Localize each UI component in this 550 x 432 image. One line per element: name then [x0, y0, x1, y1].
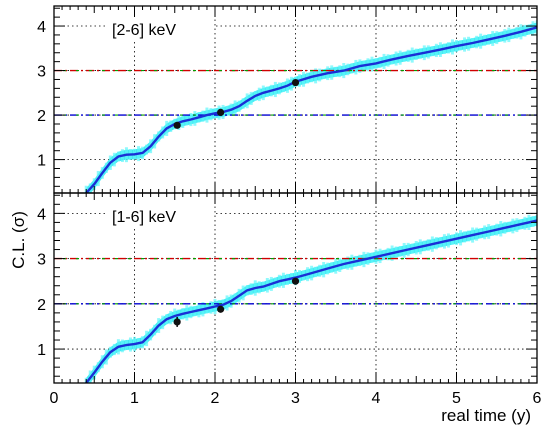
y-tick-label: 4 [37, 206, 46, 223]
data-point [217, 305, 225, 313]
x-tick-label: 4 [372, 390, 381, 407]
data-point [291, 78, 300, 87]
data-point [217, 108, 225, 117]
y-ticks [54, 7, 537, 187]
cl-curve [85, 26, 537, 193]
uncertainty-band [84, 20, 537, 193]
x-axis-label: real time (y) [441, 406, 531, 425]
panel-label: [1-6] keV [112, 209, 176, 226]
x-tick-label: 5 [452, 390, 461, 407]
y-tick-label: 2 [37, 297, 46, 314]
y-tick-label: 1 [37, 153, 46, 170]
x-tick-label: 6 [533, 390, 542, 407]
band-area [86, 215, 537, 383]
x-ticks [53, 6, 538, 193]
y-ticks [54, 194, 537, 377]
uncertainty-band [84, 214, 537, 383]
data-point [173, 318, 181, 326]
panel-1: 1 2 3 4 [2-6] keV [37, 5, 538, 194]
x-tick-label: 1 [130, 390, 139, 407]
x-tick-label: 2 [211, 390, 220, 407]
x-tick-label: 0 [50, 390, 59, 407]
data-point [291, 277, 300, 285]
panel-2: 1 2 3 4 0 1 2 3 4 5 6 [1-6] keV [37, 192, 542, 407]
data-point [173, 121, 181, 129]
y-tick-label: 3 [37, 64, 46, 81]
panel-label-background [108, 18, 214, 41]
cl-curve [85, 219, 537, 383]
y-tick-label: 3 [37, 252, 46, 269]
y-axis-label: C.L. (σ) [9, 211, 28, 269]
x-ticks [53, 193, 538, 383]
y-tick-label: 1 [37, 342, 46, 359]
panel-label-background [108, 205, 214, 228]
panel-label: [2-6] keV [112, 22, 176, 39]
y-tick-label: 2 [37, 108, 46, 125]
x-tick-label: 3 [291, 390, 300, 407]
y-tick-label: 4 [37, 19, 46, 36]
